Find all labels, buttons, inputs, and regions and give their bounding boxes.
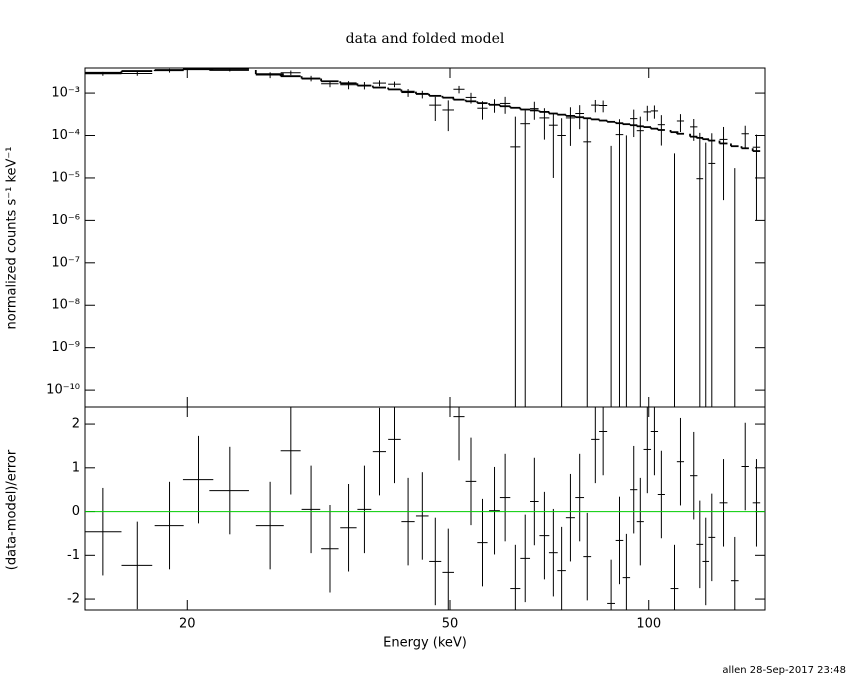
x-tick-label: 20 (179, 617, 196, 632)
x-tick-label: 50 (442, 617, 459, 632)
y-tick-label: 10⁻⁷ (51, 255, 80, 270)
y-tick-label: 10⁻³ (51, 86, 80, 101)
x-tick-label: 100 (636, 617, 661, 632)
y-tick-label: 10⁻⁴ (51, 128, 80, 143)
y-axis-label: (data-model)/error (5, 449, 20, 570)
y-tick-label: 1 (72, 460, 80, 475)
chart-title: data and folded model (346, 31, 505, 47)
x-axis-label: Energy (keV) (383, 636, 467, 651)
plot-frame (84, 406, 766, 611)
y-tick-label: -2 (67, 592, 80, 607)
y-tick-label: 10⁻⁶ (51, 213, 80, 228)
y-tick-label: 10⁻⁵ (51, 170, 80, 185)
plot-frame (84, 67, 766, 408)
y-tick-label: 10⁻¹⁰ (46, 383, 80, 398)
y-tick-label: 2 (72, 417, 80, 432)
y-tick-label: 0 (72, 504, 80, 519)
y-tick-label: -1 (67, 548, 80, 563)
y-axis-label: normalized counts s⁻¹ keV⁻¹ (5, 147, 20, 330)
y-tick-label: 10⁻⁸ (51, 298, 80, 313)
footer: allen 28-Sep-2017 23:48 (722, 665, 846, 676)
y-tick-label: 10⁻⁹ (51, 340, 80, 355)
